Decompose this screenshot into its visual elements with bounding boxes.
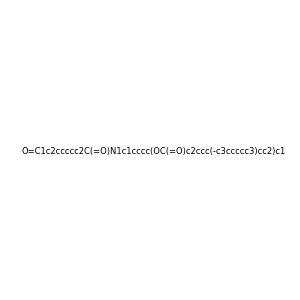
- Text: O=C1c2ccccc2C(=O)N1c1cccc(OC(=O)c2ccc(-c3ccccc3)cc2)c1: O=C1c2ccccc2C(=O)N1c1cccc(OC(=O)c2ccc(-c…: [22, 147, 286, 156]
